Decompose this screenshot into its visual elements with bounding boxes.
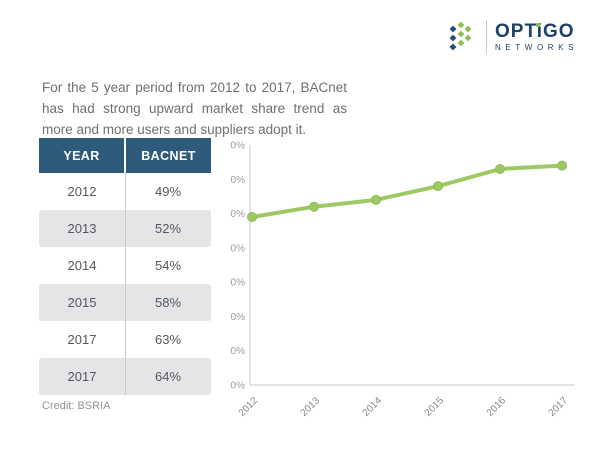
x-axis-tick-label: 2014: [361, 395, 385, 419]
diamond-shape: [449, 34, 457, 42]
diamond-shape: [464, 34, 472, 42]
bacnet-trend-line: [250, 163, 564, 219]
y-axis-tick-label: 0%: [231, 381, 246, 392]
data-point-marker: [557, 160, 567, 171]
table-cell: 54%: [154, 258, 182, 273]
table-row: 2014 54%: [39, 247, 211, 284]
diamond-shape: [457, 21, 465, 29]
table-cell: 64%: [154, 369, 182, 384]
x-axis-tick-label: 2013: [299, 395, 323, 419]
market-share-table: YEAR BACNET 2012 49% 2013 52% 2014 54% 2015 58%…: [39, 138, 211, 395]
table-cell: 2017: [67, 332, 97, 347]
table-row: 2017 63%: [39, 321, 211, 358]
logo-divider: [486, 20, 487, 54]
table-body: 2012 49% 2013 52% 2014 54% 2015 58% 2017 63% 2017 6…: [39, 173, 211, 395]
diamond-cluster-icon: [449, 21, 472, 51]
table-row: 2013 52%: [39, 210, 211, 247]
diamond-shape: [457, 39, 465, 47]
market-share-line-chart: 0% 10% 20% 30% 40% 50% 60% 70% 2012 2013 2014 2015 2…: [225, 141, 575, 419]
brand-i-dot: [536, 23, 540, 27]
diamond-shape: [449, 25, 457, 33]
y-axis-tick-label: 40%: [230, 243, 245, 254]
data-point-marker: [309, 201, 319, 212]
brand-stack: OPTiGO NETWORKS: [495, 22, 578, 52]
table-row: 2015 58%: [39, 284, 211, 321]
table-cell: 49%: [154, 184, 182, 199]
brand-subtext: NETWORKS: [495, 43, 579, 52]
table-cell: 2017: [67, 369, 97, 384]
x-axis-tick-label: 2012: [237, 395, 261, 419]
y-axis-tick-label: 50%: [230, 209, 245, 220]
table-cell: 2015: [67, 295, 97, 310]
diamond-shape: [449, 43, 457, 51]
intro-paragraph: For the 5 year period from 2012 to 2017,…: [42, 79, 347, 137]
table-cell: 52%: [154, 221, 182, 236]
brand-wordmark: OPTiGO: [495, 22, 578, 41]
table-header-cell-bacnet: BACNET: [126, 138, 211, 173]
table-cell: 2014: [67, 258, 97, 273]
table-header-cell-year: YEAR: [39, 138, 124, 173]
table-cell: 2013: [67, 221, 97, 236]
data-point-marker: [495, 164, 505, 174]
brand-wordmark-text: OPTiGO: [495, 21, 575, 42]
x-axis-tick-label: 2017: [547, 395, 571, 419]
table-cell: 63%: [154, 332, 182, 347]
credit-text: Credit: BSRIA: [42, 400, 111, 412]
data-point-marker: [247, 212, 257, 222]
x-axis-tick-label: 2016: [485, 395, 509, 419]
x-axis-tick-label: 2015: [423, 395, 447, 419]
y-axis-tick-label: 30%: [230, 278, 245, 289]
table-row: 2012 49%: [39, 173, 211, 210]
table-row: 2017 64%: [39, 358, 211, 395]
diamond-shape: [464, 25, 472, 33]
diamond-shape: [457, 30, 465, 38]
chart-container: 0% 10% 20% 30% 40% 50% 60% 70% 2012 2013 2014 2015 2…: [225, 130, 580, 440]
optigo-logo: OPTiGO NETWORKS: [448, 20, 578, 54]
table-cell: 58%: [154, 295, 182, 310]
table-cell: 2012: [67, 184, 97, 199]
y-axis-tick-label: 60%: [230, 175, 245, 186]
data-point-marker: [433, 181, 443, 192]
table-header-row: YEAR BACNET: [39, 138, 211, 173]
data-point-marker: [371, 194, 381, 205]
y-axis-tick-label: 70%: [230, 141, 245, 152]
y-axis-tick-label: 20%: [230, 312, 245, 323]
y-axis-tick-label: 10%: [230, 346, 245, 357]
